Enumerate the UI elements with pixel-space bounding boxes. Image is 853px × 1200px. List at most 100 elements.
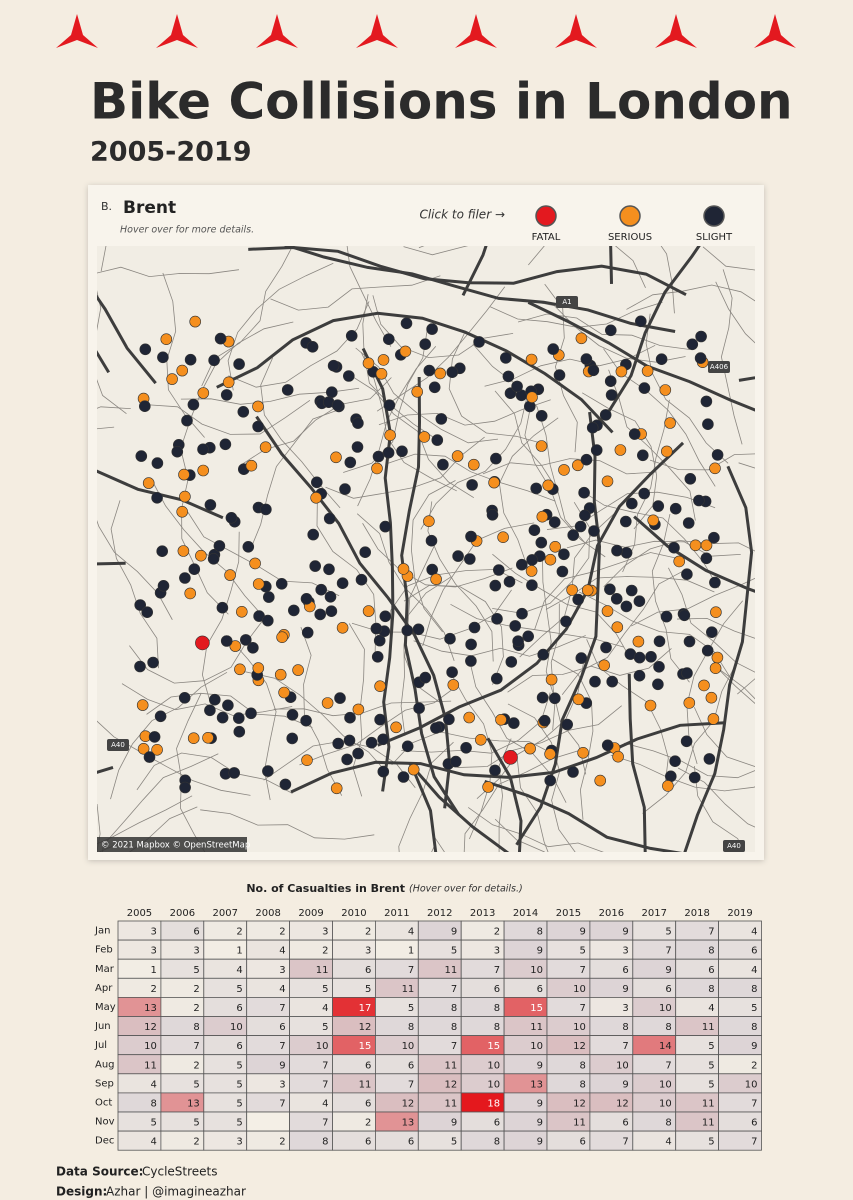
collision-point[interactable] [688, 771, 701, 784]
collision-point[interactable] [544, 748, 556, 760]
collision-point[interactable] [660, 445, 673, 458]
collision-point[interactable] [669, 755, 681, 768]
collision-point[interactable] [136, 699, 149, 711]
collision-point[interactable] [606, 675, 619, 688]
collision-point[interactable] [578, 486, 590, 499]
collision-point[interactable] [176, 364, 188, 377]
collision-point[interactable] [694, 352, 707, 364]
collision-point[interactable] [300, 714, 312, 727]
heat-cell[interactable] [718, 1130, 762, 1151]
collision-point[interactable] [252, 400, 264, 413]
collision-point[interactable] [705, 691, 718, 704]
collision-point[interactable] [143, 751, 156, 763]
collision-point[interactable] [374, 680, 386, 693]
collision-point[interactable] [166, 373, 178, 385]
legend-item[interactable]: FATAL [532, 205, 561, 243]
collision-point[interactable] [262, 591, 275, 603]
collision-point[interactable] [220, 389, 233, 401]
collision-point[interactable] [147, 656, 159, 669]
collision-point[interactable] [342, 370, 355, 382]
collision-point[interactable] [195, 635, 210, 651]
collision-point[interactable] [589, 675, 601, 688]
collision-point[interactable] [306, 340, 319, 353]
collision-point[interactable] [407, 763, 420, 776]
collision-point[interactable] [526, 579, 538, 592]
collision-point[interactable] [434, 367, 447, 380]
collision-point[interactable] [463, 711, 476, 724]
collision-point[interactable] [372, 450, 385, 463]
collision-point[interactable] [447, 679, 460, 691]
collision-point[interactable] [502, 370, 515, 383]
collision-point[interactable] [310, 491, 322, 504]
collision-point[interactable] [178, 468, 190, 481]
collision-point[interactable] [526, 391, 538, 404]
collision-point[interactable] [561, 718, 574, 731]
collision-point[interactable] [509, 620, 522, 632]
collision-point[interactable] [678, 609, 691, 622]
collision-point[interactable] [359, 546, 372, 559]
collision-point[interactable] [499, 352, 512, 364]
collision-point[interactable] [700, 552, 713, 565]
collision-point[interactable] [628, 428, 641, 440]
collision-point[interactable] [418, 431, 431, 443]
collision-point[interactable] [224, 569, 236, 581]
collision-point[interactable] [600, 641, 612, 654]
collision-point[interactable] [522, 630, 535, 643]
collision-point[interactable] [330, 451, 342, 464]
collision-point[interactable] [664, 770, 677, 783]
collision-point[interactable] [579, 509, 591, 522]
collision-point[interactable] [208, 354, 220, 367]
collision-point[interactable] [332, 737, 345, 750]
collision-point[interactable] [711, 449, 724, 461]
collision-point[interactable] [620, 546, 633, 559]
collision-point[interactable] [601, 739, 614, 752]
collision-point[interactable] [204, 704, 216, 717]
collision-point[interactable] [430, 573, 442, 586]
collision-point[interactable] [314, 608, 327, 621]
collision-point[interactable] [641, 365, 654, 377]
collision-point[interactable] [262, 765, 274, 777]
collision-point[interactable] [401, 624, 414, 637]
collision-point[interactable] [662, 780, 674, 792]
collision-point[interactable] [586, 421, 599, 434]
collision-point[interactable] [412, 623, 425, 636]
collision-point[interactable] [344, 456, 357, 469]
collision-point[interactable] [184, 587, 196, 600]
collision-point[interactable] [249, 557, 261, 570]
collision-point[interactable] [614, 444, 627, 456]
collision-point[interactable] [711, 651, 724, 664]
collision-point[interactable] [137, 742, 150, 755]
collision-point[interactable] [419, 338, 432, 351]
collision-point[interactable] [384, 429, 396, 442]
collision-point[interactable] [701, 644, 714, 657]
collision-point[interactable] [419, 671, 432, 684]
collision-point[interactable] [156, 545, 168, 558]
collision-point[interactable] [689, 539, 702, 552]
collision-point[interactable] [705, 626, 718, 639]
collision-point[interactable] [647, 514, 660, 527]
collision-point[interactable] [341, 753, 353, 766]
collision-point[interactable] [615, 365, 628, 378]
collision-point[interactable] [222, 699, 234, 712]
collision-point[interactable] [465, 530, 477, 543]
collision-point[interactable] [301, 754, 313, 767]
collision-point[interactable] [443, 713, 455, 726]
collision-point[interactable] [590, 444, 603, 456]
collision-point[interactable] [139, 343, 152, 356]
collision-point[interactable] [276, 631, 288, 644]
collision-point[interactable] [680, 735, 693, 748]
collision-point[interactable] [331, 399, 344, 412]
collision-point[interactable] [171, 445, 184, 458]
collision-point[interactable] [644, 699, 657, 712]
collision-point[interactable] [279, 778, 292, 791]
collision-point[interactable] [572, 693, 585, 706]
collision-point[interactable] [709, 662, 722, 675]
collision-point[interactable] [261, 614, 274, 627]
collision-point[interactable] [633, 651, 646, 664]
collision-point[interactable] [465, 655, 477, 667]
collision-point[interactable] [474, 733, 487, 746]
collision-point[interactable] [489, 579, 502, 592]
collision-point[interactable] [245, 707, 257, 720]
collision-point[interactable] [281, 384, 294, 396]
collision-point[interactable] [178, 691, 191, 704]
